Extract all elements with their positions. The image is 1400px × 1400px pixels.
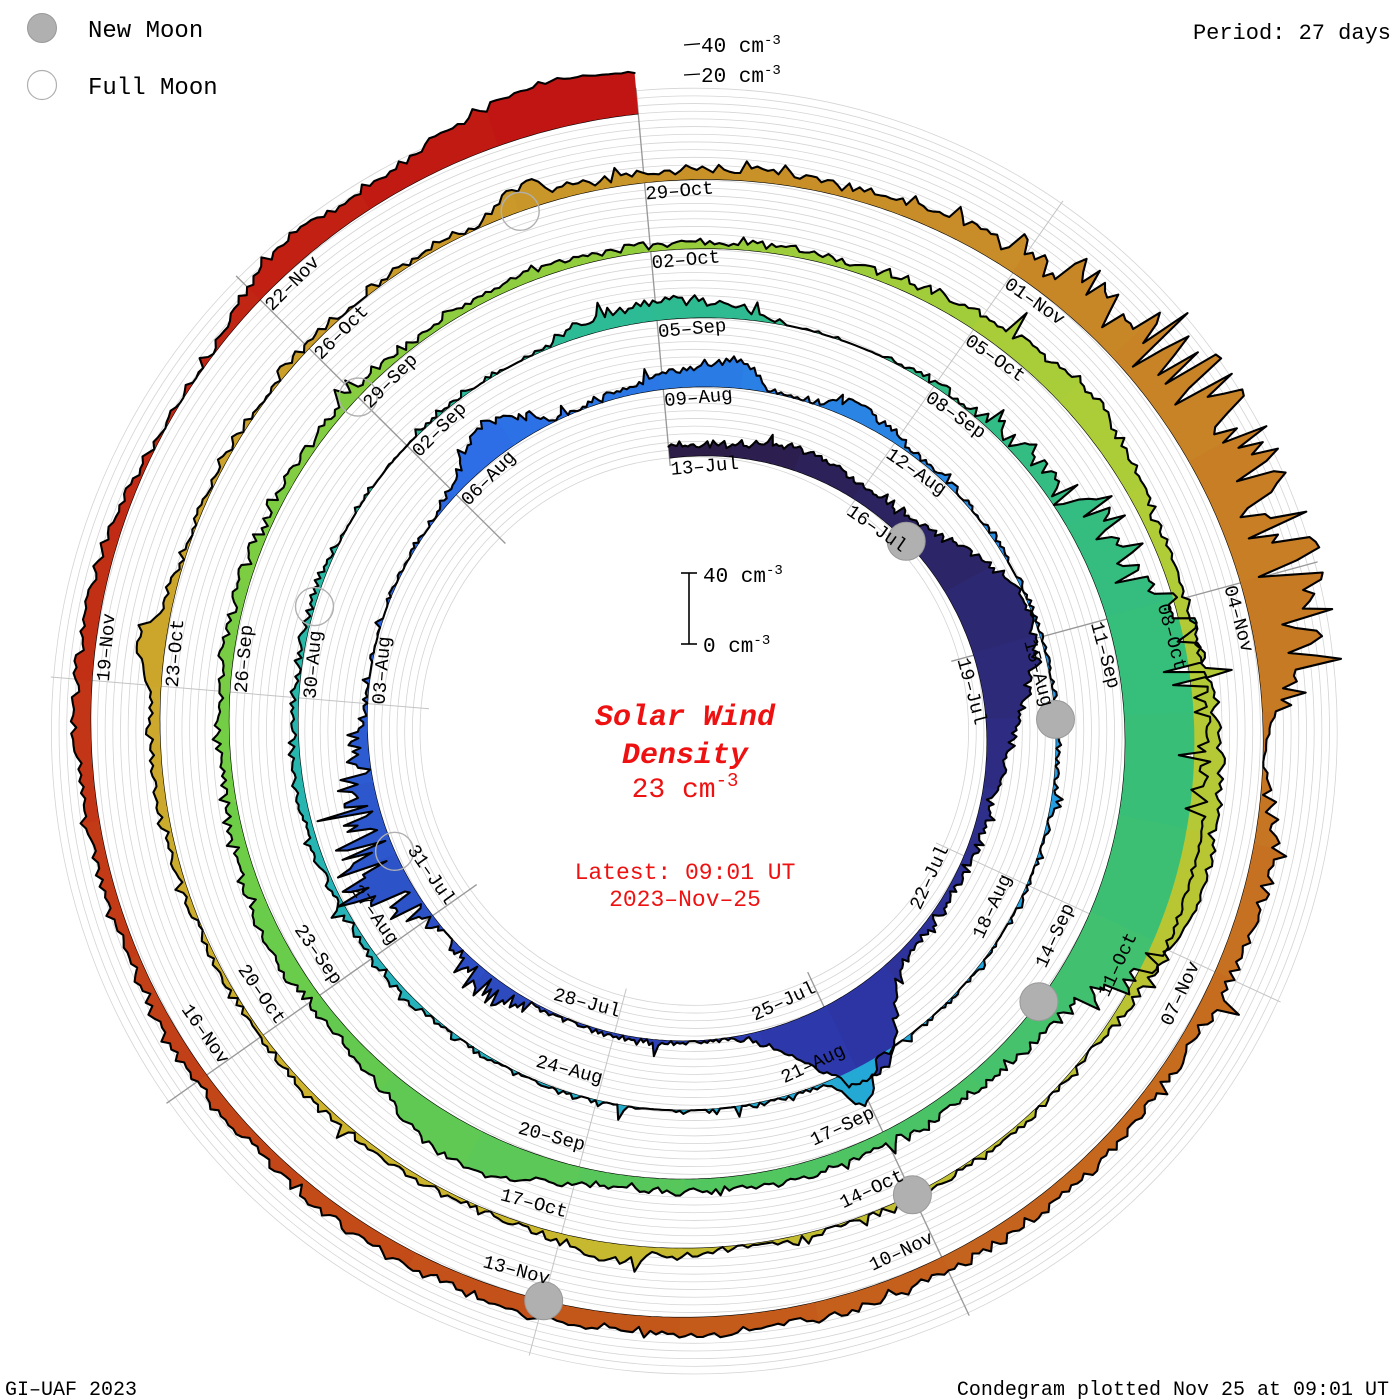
svg-text:New Moon: New Moon: [88, 18, 203, 45]
svg-text:Full Moon: Full Moon: [88, 75, 218, 102]
svg-text:Solar Wind: Solar Wind: [595, 701, 776, 735]
svg-text:2023–Nov–25: 2023–Nov–25: [609, 887, 761, 913]
svg-text:Condegram plotted Nov 25 at 09: Condegram plotted Nov 25 at 09:01 UT: [957, 1379, 1389, 1400]
svg-text:Period: 27 days: Period: 27 days: [1193, 21, 1391, 46]
svg-text:GI–UAF 2023: GI–UAF 2023: [5, 1379, 137, 1400]
svg-text:Latest: 09:01 UT: Latest: 09:01 UT: [575, 860, 796, 886]
svg-text:Density: Density: [622, 739, 749, 773]
